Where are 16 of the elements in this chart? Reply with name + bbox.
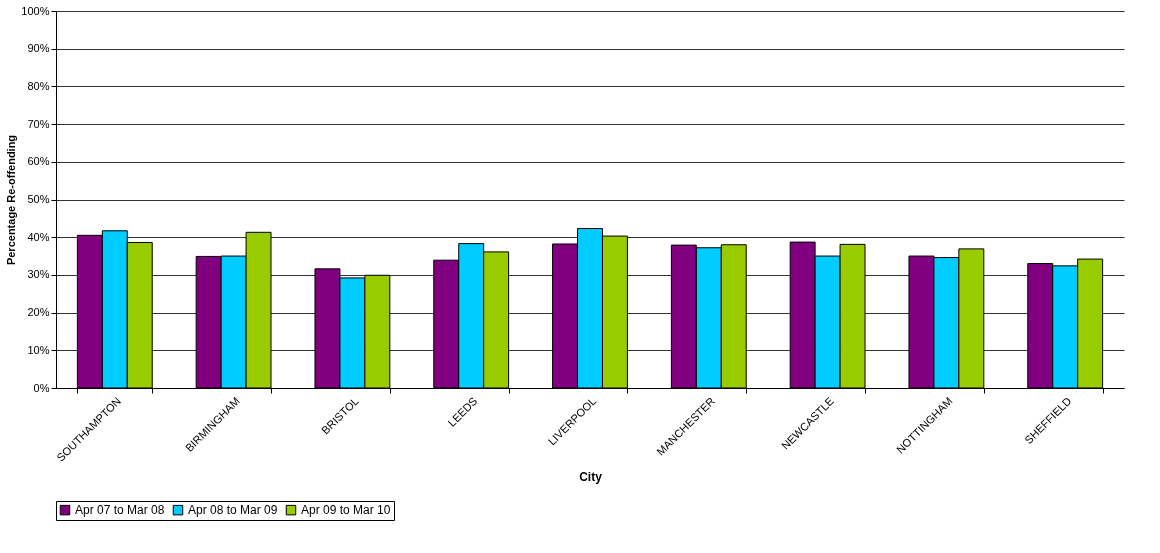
y-tick-label: 10% bbox=[27, 343, 50, 356]
legend-label: Apr 09 to Mar 10 bbox=[301, 503, 391, 518]
y-axis-title: Percentage Re-offending bbox=[5, 134, 18, 266]
y-tick-label: 20% bbox=[27, 306, 50, 319]
x-axis-title: City bbox=[579, 469, 603, 484]
y-tick-label: 100% bbox=[21, 4, 50, 17]
legend-label: Apr 08 to Mar 09 bbox=[188, 503, 278, 518]
y-tick-label: 40% bbox=[27, 230, 50, 243]
y-tick-label: 60% bbox=[27, 155, 50, 168]
legend-label: Apr 07 to Mar 08 bbox=[75, 503, 165, 518]
y-tick-label: 80% bbox=[27, 79, 50, 92]
y-tick-label: 50% bbox=[27, 193, 50, 205]
y-tick-label: 90% bbox=[27, 42, 50, 55]
y-tick-label: 30% bbox=[27, 268, 50, 281]
y-tick-label: 0% bbox=[33, 381, 50, 394]
y-tick-label: 70% bbox=[27, 117, 50, 130]
